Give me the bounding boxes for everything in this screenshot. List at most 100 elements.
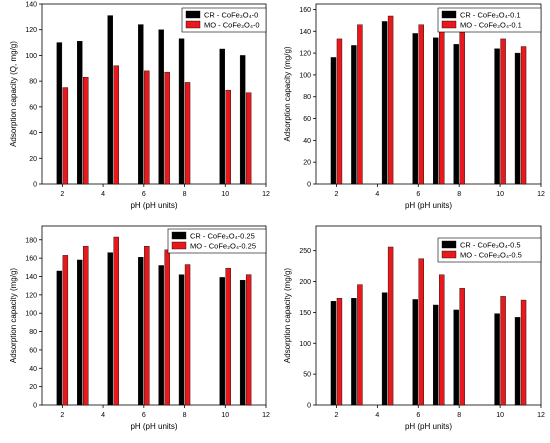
y-tick-label: 140 xyxy=(25,2,37,9)
y-tick-label: 40 xyxy=(29,130,37,137)
bar-mo-3 xyxy=(144,245,150,406)
bar-mo-3 xyxy=(418,258,424,406)
x-tick-label: 12 xyxy=(262,191,270,198)
bar-mo-6 xyxy=(225,268,231,406)
x-tick-label: 2 xyxy=(335,412,339,419)
x-axis-label: pH (pH units) xyxy=(405,422,452,431)
y-tick-label: 150 xyxy=(299,310,311,317)
legend-swatch-mo xyxy=(441,250,457,259)
plot-frame xyxy=(315,3,542,185)
bar-cr-6 xyxy=(494,48,500,185)
legend-label-cr: CR - CoFe₂O₄-0 xyxy=(204,11,258,20)
y-tick-label: 160 xyxy=(299,7,311,14)
bar-mo-3 xyxy=(418,24,424,185)
y-axis-label: Adsorption capacity (mg/g) xyxy=(283,268,292,363)
y-axis-label: Adsorption capacity (Q, mg/g) xyxy=(9,41,18,147)
x-tick-label: 4 xyxy=(375,412,379,419)
bar-cr-5 xyxy=(178,38,185,185)
y-axis-label: Adsorption capacity (mg/g) xyxy=(9,268,18,363)
plot-frame xyxy=(315,225,542,406)
legend-swatch-cr xyxy=(171,231,187,240)
x-tick-label: 8 xyxy=(457,412,461,419)
bar-mo-2 xyxy=(113,236,119,406)
bar-mo-0 xyxy=(62,255,69,406)
x-tick-label: 8 xyxy=(183,412,187,419)
legend-label-mo: MO - CoFe₂O₄-0.5 xyxy=(460,251,522,260)
x-tick-label: 4 xyxy=(101,412,105,419)
y-tick-label: 100 xyxy=(299,341,311,348)
bar-mo-0 xyxy=(336,38,343,185)
bar-cr-7 xyxy=(239,279,246,406)
bar-cr-0 xyxy=(330,301,337,406)
legend-swatch-cr xyxy=(441,240,457,249)
x-tick-label: 10 xyxy=(496,191,504,198)
x-tick-label: 12 xyxy=(537,191,545,198)
chart-panel-4: 2 4 6 8 10 12 0 50 100 150 200 250 pH (pH units) Adso… xyxy=(283,225,545,431)
bar-cr-3 xyxy=(138,257,144,406)
y-tick-label: 250 xyxy=(299,248,311,255)
bar-cr-2 xyxy=(107,252,113,406)
bar-mo-5 xyxy=(184,82,191,185)
y-tick-label: 0 xyxy=(33,182,37,189)
x-tick-label: 6 xyxy=(416,191,420,198)
x-axis-label: pH (pH units) xyxy=(130,201,177,210)
bar-mo-4 xyxy=(164,71,170,185)
legend-swatch-cr xyxy=(185,10,201,19)
bar-mo-6 xyxy=(500,38,506,185)
y-tick-label: 60 xyxy=(303,116,311,123)
y-tick-label: 0 xyxy=(307,182,311,189)
bar-mo-5 xyxy=(459,288,465,406)
bar-mo-7 xyxy=(520,46,527,185)
bar-mo-6 xyxy=(225,89,231,185)
y-tick-label: 120 xyxy=(299,51,311,58)
x-tick-label: 2 xyxy=(60,412,64,419)
x-tick-label: 6 xyxy=(416,412,420,419)
y-tick-label: 160 xyxy=(25,256,37,263)
y-tick-label: 40 xyxy=(29,366,37,373)
x-tick-label: 8 xyxy=(183,191,187,198)
bar-mo-1 xyxy=(83,245,89,406)
x-tick-label: 6 xyxy=(142,412,146,419)
legend-label-mo: MO - CoFe₂O₄-0.25 xyxy=(190,242,256,251)
x-tick-label: 10 xyxy=(221,191,229,198)
bar-mo-0 xyxy=(336,298,343,406)
bar-cr-0 xyxy=(56,42,63,185)
bar-mo-7 xyxy=(245,92,252,185)
x-tick-label: 10 xyxy=(221,412,229,419)
bar-cr-3 xyxy=(412,33,418,185)
x-tick-label: 4 xyxy=(375,191,379,198)
plot-frame xyxy=(41,225,267,406)
legend-label-cr: CR - CoFe₂O₄-0.1 xyxy=(460,11,521,20)
y-tick-label: 80 xyxy=(29,329,37,336)
x-tick-label: 10 xyxy=(496,412,504,419)
bar-mo-4 xyxy=(164,249,170,406)
legend: CR - CoFe₂O₄-0.5MO - CoFe₂O₄-0.5 xyxy=(437,237,542,263)
bar-cr-4 xyxy=(433,304,439,406)
x-tick-label: 12 xyxy=(262,412,270,419)
bar-cr-2 xyxy=(381,292,388,406)
y-tick-label: 20 xyxy=(29,156,37,163)
bar-mo-1 xyxy=(357,284,363,406)
legend: CR - CoFe₂O₄-0MO - CoFe₂O₄-0 xyxy=(181,7,267,33)
y-tick-label: 20 xyxy=(29,384,37,391)
bar-cr-1 xyxy=(351,45,357,185)
x-tick-label: 8 xyxy=(457,191,461,198)
bar-cr-1 xyxy=(77,259,83,406)
x-tick-label: 2 xyxy=(335,191,339,198)
bar-cr-6 xyxy=(219,277,225,406)
bar-cr-0 xyxy=(330,57,337,185)
y-tick-label: 60 xyxy=(29,104,37,111)
bar-mo-6 xyxy=(500,296,506,406)
y-tick-label: 100 xyxy=(299,72,311,79)
x-axis-label: pH (pH units) xyxy=(130,422,177,431)
y-tick-label: 100 xyxy=(25,311,37,318)
y-tick-label: 40 xyxy=(303,138,311,145)
y-tick-label: 80 xyxy=(303,94,311,101)
x-tick-label: 4 xyxy=(101,191,105,198)
y-tick-label: 200 xyxy=(299,279,311,286)
bar-cr-5 xyxy=(178,274,185,406)
